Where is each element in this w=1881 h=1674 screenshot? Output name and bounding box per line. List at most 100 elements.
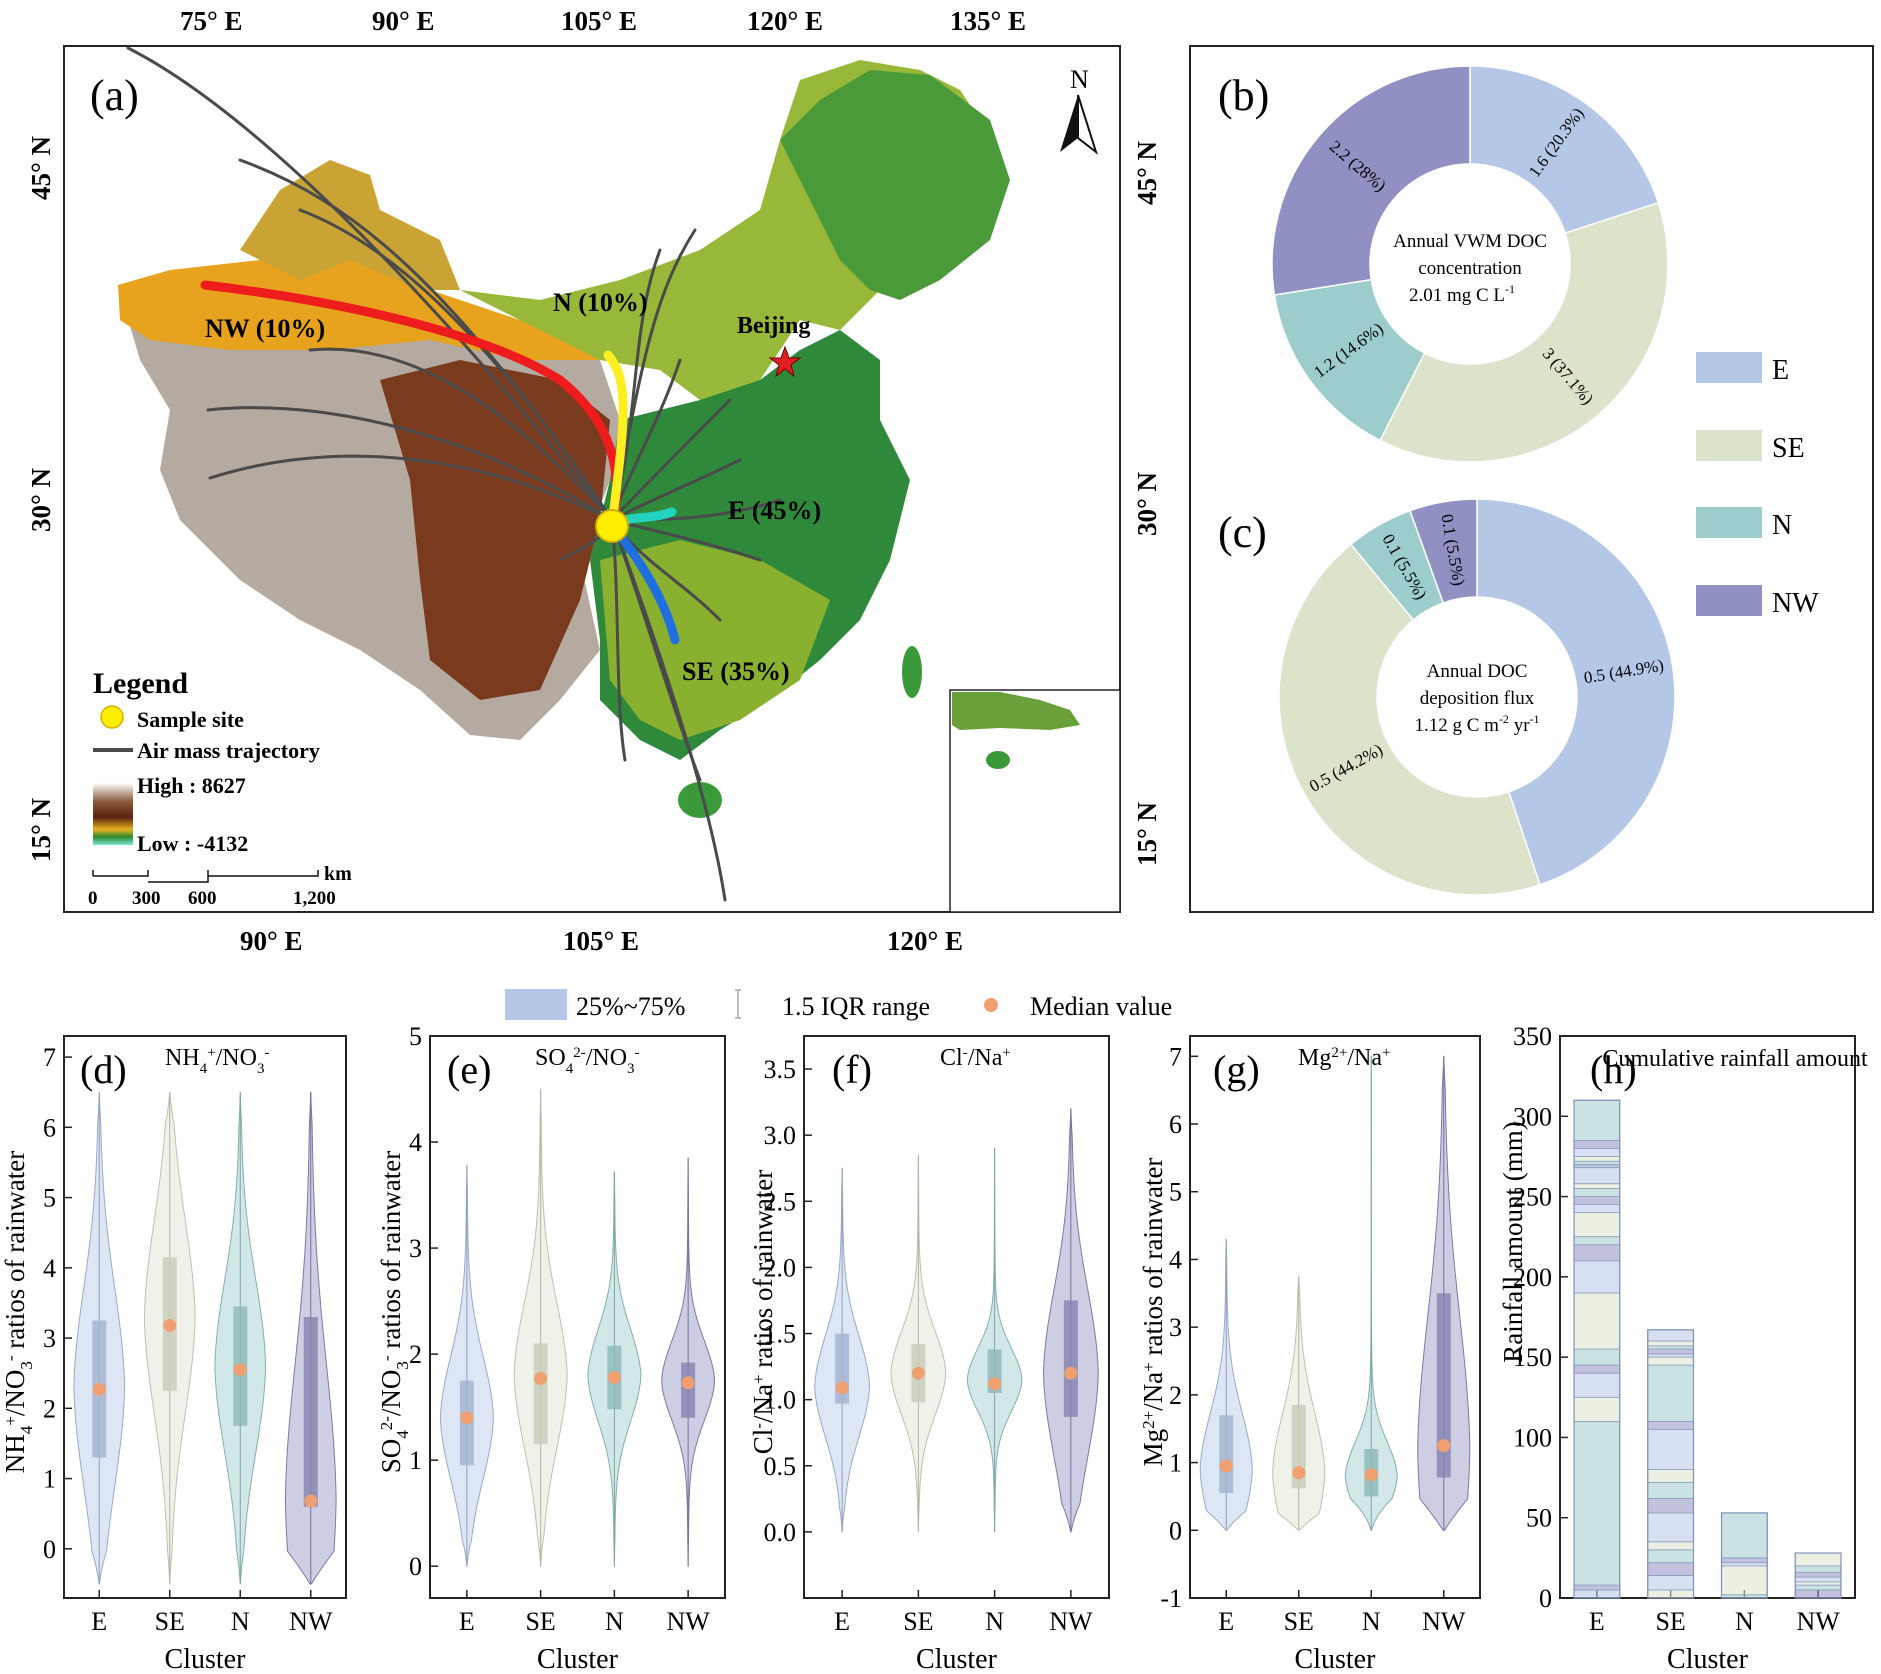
panel-d-xtick-label: NW — [289, 1607, 333, 1636]
panel-f-ytick-label: 3.0 — [764, 1121, 797, 1150]
panel-h-bar-segment-nw — [1794, 1581, 1842, 1586]
panel-g-frame — [1189, 1035, 1481, 1599]
scale-tick-0: 0 — [88, 888, 98, 909]
north-arrow-label: N — [1070, 65, 1089, 94]
panel-h-bar-segment-e — [1573, 1364, 1621, 1374]
panel-d-ytick-label: 5 — [43, 1184, 56, 1213]
panel-h-bar-segment-nw — [1794, 1584, 1842, 1591]
donut-chart-c: 0.5 (44.9%)0.5 (44.2%)0.1 (5.5%) 0.1 (5.5… — [1278, 498, 1676, 896]
panel-h-bar-segment-se — [1647, 1356, 1694, 1366]
panel-h-bar-segment-nw — [1794, 1576, 1842, 1583]
panel-h-bar-segment-se — [1647, 1541, 1694, 1551]
panel-f-xtick-label: SE — [903, 1607, 933, 1636]
panel-h-bar-se — [1647, 1329, 1695, 1599]
violin-legend-iqr-swatch — [505, 989, 567, 1020]
panel-g-iqr-box-nw — [1436, 1293, 1451, 1478]
map-bottom-tick-105: 105° E — [563, 926, 639, 956]
violin-panel-g: -1 0 1 2 3 4 5 6 7 E SE N NW Cluster — [1160, 1035, 1481, 1674]
donut-c-center-line3: 1.12 g C m-2 yr-1 — [1414, 712, 1539, 736]
panel-h-ytick-label: 350 — [1513, 1022, 1552, 1051]
map-panel: (a) NW (10%) N (10%) E (45%) SE (35%) Be… — [26, 6, 1162, 956]
panel-e-ytick-label: 3 — [409, 1234, 422, 1263]
panel-h-bar-segment-se — [1647, 1512, 1694, 1543]
panel-d-xlabel: Cluster — [165, 1644, 247, 1674]
panel-d-xtick-label: E — [91, 1607, 107, 1636]
panel-title-e: SO42-/NO3- — [535, 1045, 640, 1077]
panel-g-xtick-label: E — [1218, 1607, 1234, 1636]
panel-f-median-nw — [1064, 1366, 1078, 1380]
legend-sample-site-icon — [100, 705, 124, 729]
panel-e-xtick-label: NW — [666, 1607, 710, 1636]
cluster-legend-swatch-se — [1696, 430, 1762, 461]
xinjiang-basin — [118, 240, 610, 360]
violin-panel-f: 0.0 0.5 1.0 1.5 2.0 2.5 3.0 3.5 E SE N NW Cluster — [764, 1035, 1110, 1674]
legend-high: High : 8627 — [137, 773, 246, 798]
panel-h-bar-segment-se — [1647, 1345, 1694, 1350]
panel-e-median-e — [460, 1411, 474, 1425]
panel-f-frame — [803, 1035, 1110, 1599]
map-bottom-tick-120: 120° E — [887, 926, 963, 956]
panel-label-b: (b) — [1218, 71, 1269, 120]
sample-site-marker — [595, 509, 629, 543]
panel-g-median-nw — [1437, 1439, 1451, 1453]
panel-label-f: (f) — [832, 1047, 872, 1092]
panel-f-median-se — [911, 1366, 925, 1380]
cluster-label-n: N (10%) — [553, 288, 648, 317]
violin-legend-median-label: Median value — [1030, 992, 1172, 1021]
scale-tick-300: 300 — [132, 888, 161, 909]
map-left-tick-45: 45° N — [26, 135, 56, 200]
panel-h-bar-n — [1720, 1512, 1768, 1599]
donut-b-slice-nw — [1271, 65, 1471, 296]
donut-b-center-line1: Annual VWM DOC — [1393, 231, 1547, 252]
panel-d-median-e — [92, 1382, 106, 1396]
panel-f-xlabel: Cluster — [916, 1644, 998, 1674]
panel-h-bar-segment-e — [1573, 1372, 1621, 1398]
map-top-tick-120: 120° E — [747, 6, 823, 36]
panel-g-ytick-label: 3 — [1169, 1313, 1182, 1342]
beijing-star-icon — [768, 345, 802, 378]
ylabel-d: NH4+/NO3- ratios of rainwater — [0, 1151, 36, 1473]
panel-e-median-n — [607, 1370, 621, 1384]
panel-f-ytick-label: 2.0 — [764, 1253, 797, 1282]
panel-h-bar-e — [1573, 1099, 1621, 1599]
panel-f-ytick-label: 0.0 — [764, 1518, 797, 1547]
panel-e-xtick-label: N — [605, 1607, 624, 1636]
donut-b-slice-e — [1469, 65, 1660, 235]
panel-e-iqr-box-nw — [681, 1362, 696, 1418]
panel-e-xtick-label: SE — [525, 1607, 555, 1636]
legend-sample-site-label: Sample site — [137, 707, 244, 732]
panel-h-bar-segment-e — [1573, 1212, 1621, 1238]
panel-title-d: NH4+/NO3- — [165, 1045, 269, 1077]
panel-e-xlabel: Cluster — [537, 1644, 619, 1674]
panel-g-ytick-label: 2 — [1169, 1381, 1182, 1410]
scale-unit: km — [324, 863, 352, 885]
bar-panel-h: 0 50 100 150 200 250 300 350 E SE N NW Cluster — [1513, 1022, 1856, 1674]
cluster-legend-label-n: N — [1772, 510, 1792, 541]
panel-d-median-se — [163, 1318, 177, 1332]
panel-label-c: (c) — [1218, 508, 1267, 557]
cluster-legend-swatch-nw — [1696, 585, 1762, 616]
cluster-legend-swatch-n — [1696, 507, 1762, 538]
panel-g-ytick-label: 7 — [1169, 1042, 1182, 1071]
panel-e-ytick-label: 5 — [409, 1022, 422, 1051]
panel-h-bar-segment-se — [1647, 1481, 1694, 1499]
panel-h-bar-segment-nw — [1794, 1589, 1842, 1599]
donut-c-center-line1: Annual DOC — [1427, 661, 1528, 682]
cluster-legend: E SE N NW — [1696, 352, 1819, 619]
panel-title-h: Cumulative rainfall amount — [1602, 1046, 1868, 1072]
panel-g-ytick-label: 1 — [1169, 1449, 1182, 1478]
panel-g-median-se — [1292, 1466, 1306, 1480]
panel-h-bar-segment-se — [1647, 1364, 1694, 1422]
violin-legend-range-icon — [735, 989, 741, 1019]
panel-h-bar-segment-e — [1573, 1396, 1621, 1422]
panel-h-ytick-label: 300 — [1513, 1102, 1552, 1131]
inset-hainan — [986, 751, 1010, 769]
ylabel-f: Cl-/Na+ ratios of rainwater — [748, 1170, 778, 1454]
panel-h-ytick-label: 200 — [1513, 1263, 1552, 1292]
map-top-tick-105: 105° E — [561, 6, 637, 36]
panel-h-bar-segment-e — [1573, 1204, 1621, 1214]
panel-title-g: Mg2+/Na+ — [1298, 1045, 1390, 1071]
panel-d-median-n — [233, 1363, 247, 1377]
ylabel-h: Rainfall amount (mm) — [1498, 1121, 1528, 1362]
panel-h-bar-segment-se — [1647, 1562, 1694, 1576]
